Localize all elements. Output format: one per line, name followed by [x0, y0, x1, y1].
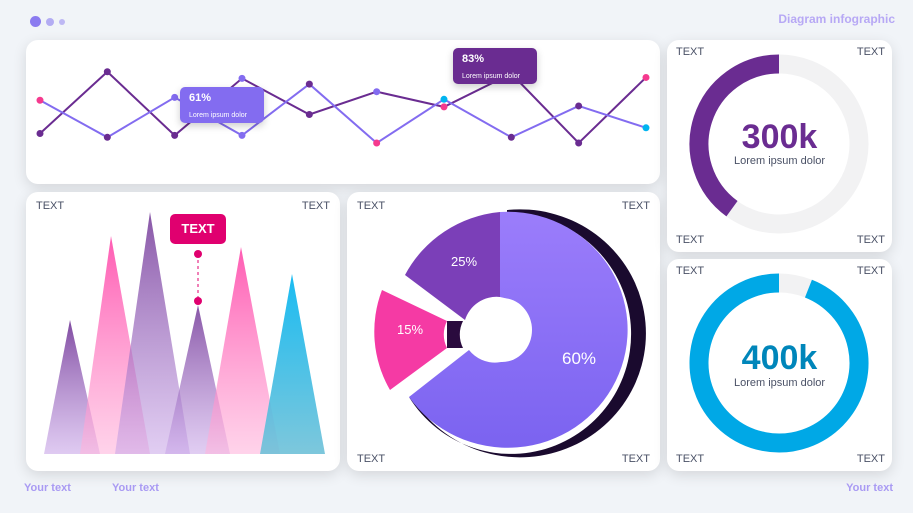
data-point: [305, 111, 313, 118]
peak-6: [260, 274, 325, 454]
data-point: [171, 93, 179, 101]
corner-label: TEXT: [357, 453, 386, 465]
data-point: [575, 102, 583, 110]
callout-dot: [194, 250, 202, 258]
data-point: [440, 103, 448, 111]
gauge-ring: [689, 273, 869, 453]
data-point: [36, 96, 44, 104]
corner-label: TEXT: [676, 234, 705, 246]
pie-label-60: 60%: [562, 349, 596, 368]
data-point: [171, 131, 179, 139]
corner-label: TEXT: [856, 453, 885, 465]
data-point: [238, 131, 246, 139]
corner-label: TEXT: [357, 200, 386, 212]
corner-label: TEXT: [676, 46, 705, 58]
line-chart-card: 61% Lorem ipsum dolor 83% Lorem ipsum dolo…: [26, 40, 660, 184]
pie-slice-60: [409, 211, 628, 448]
footer-text-3: Your text: [846, 482, 893, 494]
data-point: [373, 88, 381, 96]
corner-label: TEXT: [856, 234, 885, 246]
page-title: Diagram infographic: [778, 12, 895, 26]
data-point: [642, 73, 650, 81]
tooltip-83: 83% Lorem ipsum dolor: [453, 48, 537, 84]
window-dots: [30, 16, 65, 27]
corner-label: TEXT: [36, 200, 65, 212]
gauge-value: 300k: [741, 118, 818, 156]
gauge-progress: [689, 273, 869, 453]
tooltip-value: 83%: [462, 53, 485, 65]
peak-5: [205, 247, 280, 454]
pie-chart-card: 60% 15% 25% TEXT TEXT TEXT TEXT: [347, 192, 660, 471]
gauge-card-400k: 400k Lorem ipsum dolor TEXT TEXT TEXT TE…: [667, 259, 892, 471]
tooltip-text: Lorem ipsum dolor: [189, 112, 247, 119]
pie-hole: [472, 298, 532, 362]
peak-3: [115, 212, 190, 454]
corner-label: TEXT: [621, 200, 650, 212]
data-point: [36, 130, 44, 137]
corner-label: TEXT: [301, 200, 330, 212]
gauge-text: Lorem ipsum dolor: [733, 377, 826, 389]
pie-slice-15: [374, 290, 447, 390]
tooltip-text: Lorem ipsum dolor: [462, 73, 520, 80]
data-point: [440, 95, 448, 103]
peak-callout: TEXT: [170, 214, 226, 244]
corner-label: TEXT: [856, 265, 885, 277]
line-chart: [36, 68, 650, 147]
corner-label: TEXT: [676, 453, 705, 465]
pie-inner-edge: [447, 321, 463, 348]
data-point: [507, 133, 515, 141]
data-point: [238, 74, 246, 82]
pie-slice-25: [405, 212, 500, 320]
gauge-value: 400k: [741, 339, 818, 377]
callout-dot: [194, 297, 202, 305]
footer-text-1: Your text: [24, 482, 71, 494]
data-point: [103, 68, 111, 76]
corner-label: TEXT: [676, 265, 705, 277]
corner-label: TEXT: [621, 453, 650, 465]
data-point: [305, 80, 313, 88]
tooltip-61: 61% Lorem ipsum dolor: [180, 87, 264, 123]
data-point: [373, 139, 381, 147]
gauge-ring: [689, 54, 869, 234]
line-series-dark: [39, 70, 647, 145]
gauge-progress: [689, 54, 780, 217]
gauge-text: Lorem ipsum dolor: [733, 155, 826, 167]
data-point: [575, 139, 583, 147]
line-series-light: [39, 82, 647, 145]
pie-chart: 60% 15% 25%: [374, 209, 646, 458]
peaks-chart: [44, 212, 325, 454]
gauge-card-300k: 300k Lorem ipsum dolor TEXT TEXT TEXT TE…: [667, 40, 892, 252]
footer-text-2: Your text: [112, 482, 159, 494]
tooltip-value: 61%: [189, 92, 212, 104]
pie-label-15: 15%: [397, 322, 423, 337]
data-point: [642, 124, 650, 132]
peaks-chart-card: TEXT TEXT TEXT: [26, 192, 340, 471]
corner-label: TEXT: [856, 46, 885, 58]
data-point: [103, 133, 111, 141]
pie-label-25: 25%: [451, 254, 477, 269]
